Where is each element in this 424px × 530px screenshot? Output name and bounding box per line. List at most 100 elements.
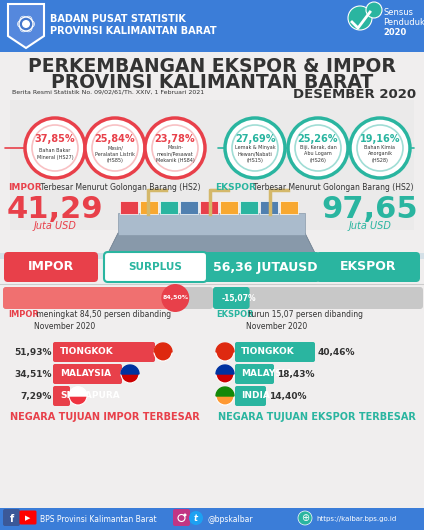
Text: -15,07%: -15,07% <box>222 294 257 303</box>
FancyBboxPatch shape <box>160 201 178 214</box>
Circle shape <box>225 118 285 178</box>
Circle shape <box>216 387 234 405</box>
FancyBboxPatch shape <box>220 201 238 214</box>
Text: NEGARA TUJUAN IMPOR TERBESAR: NEGARA TUJUAN IMPOR TERBESAR <box>10 412 200 422</box>
Text: Penduduk: Penduduk <box>383 18 424 27</box>
Polygon shape <box>216 387 234 396</box>
Text: Juta USD: Juta USD <box>33 221 76 231</box>
FancyBboxPatch shape <box>120 201 138 214</box>
Circle shape <box>348 6 372 30</box>
Text: IMPOR: IMPOR <box>8 183 42 192</box>
FancyBboxPatch shape <box>53 342 155 362</box>
Text: Terbesar Menurut Golongan Barang (HS2): Terbesar Menurut Golongan Barang (HS2) <box>38 183 201 192</box>
Text: 40,46%: 40,46% <box>318 348 355 357</box>
Polygon shape <box>154 343 172 352</box>
FancyBboxPatch shape <box>53 386 70 406</box>
Circle shape <box>189 511 203 525</box>
Circle shape <box>295 125 341 171</box>
Text: 14,40%: 14,40% <box>269 392 307 401</box>
Text: Juta USD: Juta USD <box>349 221 391 231</box>
Text: Sensus: Sensus <box>383 8 413 17</box>
FancyBboxPatch shape <box>213 287 250 309</box>
Circle shape <box>17 21 25 28</box>
Circle shape <box>145 118 205 178</box>
FancyBboxPatch shape <box>0 52 424 530</box>
FancyBboxPatch shape <box>240 201 258 214</box>
FancyBboxPatch shape <box>200 201 218 214</box>
Text: INDIA: INDIA <box>241 392 270 401</box>
Text: 7,29%: 7,29% <box>21 392 52 401</box>
Circle shape <box>232 125 278 171</box>
Text: @bpskalbar: @bpskalbar <box>208 515 254 524</box>
Text: BADAN PUSAT STATISTIK: BADAN PUSAT STATISTIK <box>50 14 186 24</box>
Text: 23,78%: 23,78% <box>155 134 195 144</box>
Text: EKSPOR: EKSPOR <box>340 261 396 273</box>
FancyBboxPatch shape <box>53 364 122 384</box>
Text: MALAYSIA: MALAYSIA <box>60 369 111 378</box>
Text: TIONGKOK: TIONGKOK <box>60 348 114 357</box>
Polygon shape <box>69 387 87 396</box>
Circle shape <box>85 118 145 178</box>
Circle shape <box>92 125 138 171</box>
FancyBboxPatch shape <box>235 342 315 362</box>
FancyBboxPatch shape <box>0 0 424 52</box>
Text: TIONGKOK: TIONGKOK <box>241 348 295 357</box>
Polygon shape <box>8 4 44 48</box>
Circle shape <box>19 17 33 31</box>
Text: ⊕: ⊕ <box>301 513 309 523</box>
Circle shape <box>25 118 85 178</box>
Circle shape <box>25 25 32 32</box>
Text: Biji, Kerak, dan
Abu Logam
(HS26): Biji, Kerak, dan Abu Logam (HS26) <box>300 145 336 163</box>
FancyBboxPatch shape <box>140 201 158 214</box>
Text: Berita Resmi Statistik No. 09/02/61/Th. XXIV, 1 Februari 2021: Berita Resmi Statistik No. 09/02/61/Th. … <box>12 90 204 95</box>
Text: 27,69%: 27,69% <box>235 134 275 144</box>
Text: f: f <box>9 514 14 524</box>
Circle shape <box>357 125 403 171</box>
Text: Mesin-
mesin/Pesawat
Mekanik (HS84): Mesin- mesin/Pesawat Mekanik (HS84) <box>156 145 194 163</box>
Text: BPS Provinsi Kalimantan Barat: BPS Provinsi Kalimantan Barat <box>40 515 156 524</box>
Circle shape <box>28 21 34 28</box>
Circle shape <box>152 125 198 171</box>
Text: IMPOR: IMPOR <box>8 310 39 319</box>
Text: MALAYSIA: MALAYSIA <box>241 369 292 378</box>
Text: meningkat 84,50 persen dibanding
November 2020: meningkat 84,50 persen dibanding Novembe… <box>34 310 171 331</box>
Circle shape <box>121 365 139 383</box>
Circle shape <box>69 387 87 405</box>
FancyBboxPatch shape <box>260 201 278 214</box>
Circle shape <box>184 514 187 517</box>
FancyBboxPatch shape <box>20 510 36 525</box>
Text: 41,29: 41,29 <box>7 195 103 224</box>
Text: https://kalbar.bps.go.id: https://kalbar.bps.go.id <box>316 516 396 522</box>
FancyBboxPatch shape <box>280 201 298 214</box>
Circle shape <box>20 25 27 32</box>
Text: Terbesar Menurut Golongan Barang (HS2): Terbesar Menurut Golongan Barang (HS2) <box>251 183 413 192</box>
Polygon shape <box>121 365 139 374</box>
Text: ▶: ▶ <box>25 515 31 521</box>
FancyBboxPatch shape <box>4 252 98 282</box>
Text: 97,65: 97,65 <box>322 195 418 224</box>
Text: EKSPOR: EKSPOR <box>215 183 256 192</box>
Circle shape <box>25 16 32 23</box>
Polygon shape <box>216 365 234 374</box>
FancyBboxPatch shape <box>316 252 420 282</box>
Circle shape <box>154 343 172 361</box>
Text: EKSPOR: EKSPOR <box>216 310 254 319</box>
Text: t: t <box>194 514 198 523</box>
FancyBboxPatch shape <box>10 100 414 230</box>
Text: Bahan Kimia
Anorganik
(HS28): Bahan Kimia Anorganik (HS28) <box>365 145 396 163</box>
Text: SURPLUS: SURPLUS <box>128 262 182 272</box>
Text: PROVINSI KALIMANTAN BARAT: PROVINSI KALIMANTAN BARAT <box>50 26 217 36</box>
FancyBboxPatch shape <box>0 508 424 530</box>
Text: 34,51%: 34,51% <box>14 369 52 378</box>
Text: DESEMBER 2020: DESEMBER 2020 <box>293 88 416 101</box>
Polygon shape <box>108 233 315 253</box>
Circle shape <box>288 118 348 178</box>
Text: 25,84%: 25,84% <box>95 134 135 144</box>
Circle shape <box>216 343 234 361</box>
FancyBboxPatch shape <box>118 213 305 235</box>
Text: SINGAPURA: SINGAPURA <box>60 392 120 401</box>
FancyBboxPatch shape <box>104 252 207 282</box>
Circle shape <box>161 284 189 312</box>
Text: 25,26%: 25,26% <box>298 134 338 144</box>
FancyBboxPatch shape <box>235 386 266 406</box>
